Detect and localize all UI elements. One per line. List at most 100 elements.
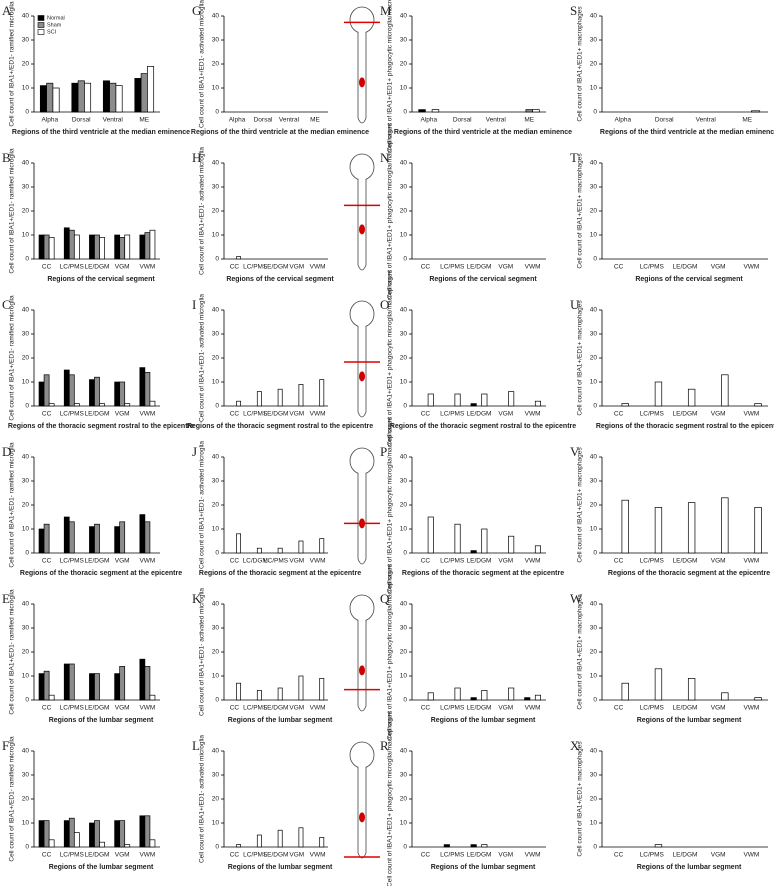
y-tick-label: 40 — [212, 13, 220, 20]
x-tick-label: CC — [230, 558, 240, 565]
bar — [94, 673, 100, 701]
y-tick-label: 30 — [590, 331, 598, 338]
y-tick-label: 30 — [22, 37, 30, 44]
bar — [149, 694, 156, 701]
x-tick-label: LC/PMS — [440, 558, 465, 565]
bar — [38, 381, 45, 407]
y-tick-label: 40 — [400, 454, 408, 461]
y-tick-label: 10 — [400, 820, 408, 827]
bar — [68, 374, 75, 407]
bar — [139, 367, 146, 407]
y-axis-label: Cell count of IBA1+/ED1+ phagocytic micr… — [387, 563, 394, 740]
x-axis-label: Regions of the lumbar segment — [228, 864, 333, 871]
y-tick-label: 40 — [590, 748, 598, 755]
x-tick-label: CC — [614, 264, 624, 271]
y-tick-label: 40 — [22, 601, 30, 608]
y-tick-label: 0 — [25, 403, 29, 410]
y-tick-label: 20 — [22, 502, 30, 509]
y-tick-label: 20 — [590, 355, 598, 362]
bar — [532, 109, 540, 113]
x-tick-label: ME — [742, 117, 752, 124]
y-tick-label: 10 — [212, 673, 220, 680]
bar — [721, 497, 729, 554]
x-axis-label: Regions of the third ventricle at the me… — [191, 129, 369, 136]
y-tick-label: 40 — [590, 454, 598, 461]
y-axis-label: Cell count of IBA1+/ED1- activated micro… — [199, 0, 206, 128]
x-axis-label: Regions of the lumbar segment — [637, 864, 742, 871]
bar — [427, 516, 434, 554]
x-tick-label: LE/DGM — [673, 705, 698, 712]
y-tick-label: 0 — [215, 256, 219, 263]
panel-letter: I — [192, 297, 196, 312]
bar — [621, 499, 629, 554]
y-tick-label: 0 — [403, 403, 407, 410]
panel-letter: E — [2, 591, 10, 606]
bar — [144, 666, 151, 701]
y-tick-label: 30 — [400, 331, 408, 338]
y-tick-label: 20 — [400, 796, 408, 803]
bar — [236, 533, 241, 554]
x-axis-label: Regions of the thoracic segment rostral … — [390, 423, 576, 430]
y-tick-label: 20 — [22, 796, 30, 803]
bar — [277, 687, 283, 701]
x-tick-label: VGM — [289, 264, 304, 271]
panel-letter: G — [192, 3, 201, 18]
bar — [147, 66, 155, 113]
y-tick-label: 40 — [590, 307, 598, 314]
y-tick-label: 0 — [593, 844, 597, 851]
y-tick-label: 0 — [25, 844, 29, 851]
bar — [525, 109, 533, 113]
x-axis-label: Regions of the third ventricle at the me… — [12, 129, 190, 136]
y-axis-label: Cell count of IBA1+/ED1+ macrophages — [577, 447, 584, 563]
panel-letter: C — [2, 297, 11, 312]
y-tick-label: 0 — [215, 697, 219, 704]
x-tick-label: VWM — [743, 264, 759, 271]
x-tick-label: VWM — [525, 411, 541, 418]
y-tick-label: 10 — [590, 232, 598, 239]
bar — [114, 381, 121, 407]
legend-swatch — [37, 15, 45, 21]
panel-letter: V — [570, 444, 580, 459]
y-tick-label: 20 — [400, 208, 408, 215]
y-tick-label: 10 — [212, 820, 220, 827]
bar — [149, 400, 156, 407]
panel-letter: P — [380, 444, 387, 459]
bar — [134, 78, 142, 113]
bar — [481, 528, 488, 554]
panel-letter: X — [570, 738, 580, 753]
x-axis-label: Regions of the third ventricle at the me… — [394, 129, 572, 136]
x-tick-label: Alpha — [614, 117, 631, 124]
bar — [470, 697, 477, 701]
x-tick-label: LC/PMS — [440, 705, 465, 712]
y-axis-label: Cell count of IBA1+/ED1+ phagocytic micr… — [387, 269, 394, 446]
x-tick-label: LC/PMS — [60, 705, 85, 712]
x-tick-label: LC/PMS — [60, 411, 85, 418]
y-tick-label: 40 — [400, 160, 408, 167]
lesion-icon — [359, 224, 365, 235]
bar — [139, 514, 146, 554]
y-tick-label: 20 — [212, 502, 220, 509]
x-tick-label: VWM — [525, 558, 541, 565]
x-tick-label: VGM — [498, 558, 513, 565]
bar — [73, 234, 80, 260]
y-tick-label: 10 — [590, 673, 598, 680]
bar — [114, 526, 121, 554]
y-tick-label: 30 — [590, 37, 598, 44]
y-tick-label: 40 — [22, 307, 30, 314]
bar — [319, 538, 325, 554]
x-tick-label: LC/PMS — [243, 852, 268, 859]
bar — [109, 82, 117, 113]
bar — [77, 80, 85, 113]
bar — [481, 690, 488, 701]
bar — [119, 237, 126, 260]
bar — [124, 403, 131, 407]
bar — [751, 110, 761, 113]
x-tick-label: LE/DGM — [264, 705, 289, 712]
bar — [721, 374, 729, 407]
bar — [63, 369, 70, 407]
y-tick-label: 40 — [212, 307, 220, 314]
y-tick-label: 30 — [212, 478, 220, 485]
x-tick-label: ME — [524, 117, 534, 124]
bar — [687, 502, 696, 554]
y-tick-label: 0 — [215, 844, 219, 851]
